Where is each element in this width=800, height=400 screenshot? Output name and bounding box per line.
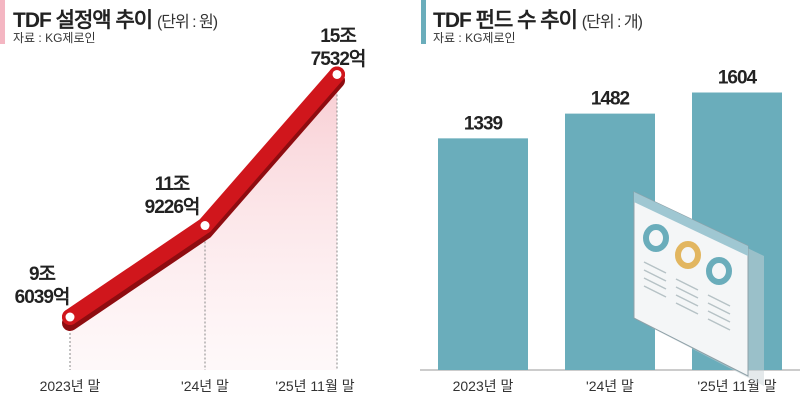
data-point (65, 312, 75, 322)
x-tick-label: 2023년 말 (40, 378, 101, 394)
bar-value-label: 1604 (718, 68, 758, 89)
left-chart-title: TDF 설정액 추이 (단위 : 원) (13, 4, 218, 34)
data-point (200, 221, 210, 231)
x-tick-label: 2023년 말 (453, 378, 514, 394)
report-illustration (633, 191, 764, 386)
data-label-eok: 6039억 (15, 286, 70, 308)
data-label-eok: 9226억 (145, 196, 200, 218)
left-unit: (단위 : 원) (156, 14, 218, 31)
right-source: 자료 : KG제로인 (433, 31, 516, 45)
right-chart-title: TDF 펀드 수 추이 (단위 : 개) (433, 4, 643, 34)
left-source: 자료 : KG제로인 (13, 31, 96, 45)
x-tick-label: '25년 11월 말 (697, 378, 776, 394)
data-label-jo: 11조 (155, 174, 190, 195)
data-point (332, 69, 342, 79)
x-tick-label: '25년 11월 말 (275, 378, 354, 394)
right-title-accent (421, 0, 426, 44)
bar-value-label: 1482 (591, 89, 630, 110)
right-title-text: TDF 펀드 수 추이 (433, 9, 578, 32)
x-tick-label: '24년 말 (586, 378, 634, 394)
data-label-eok: 7532억 (311, 48, 366, 70)
data-label-jo: 15조 (320, 26, 356, 47)
x-tick-label: '24년 말 (181, 378, 229, 394)
left-title-accent (0, 0, 5, 44)
bar-value-label: 1339 (464, 113, 503, 134)
bar (438, 138, 528, 370)
left-title-text: TDF 설정액 추이 (13, 9, 153, 32)
line-area-fill (70, 74, 337, 371)
data-label-jo: 9조 (29, 264, 56, 285)
right-unit: (단위 : 개) (581, 14, 643, 31)
